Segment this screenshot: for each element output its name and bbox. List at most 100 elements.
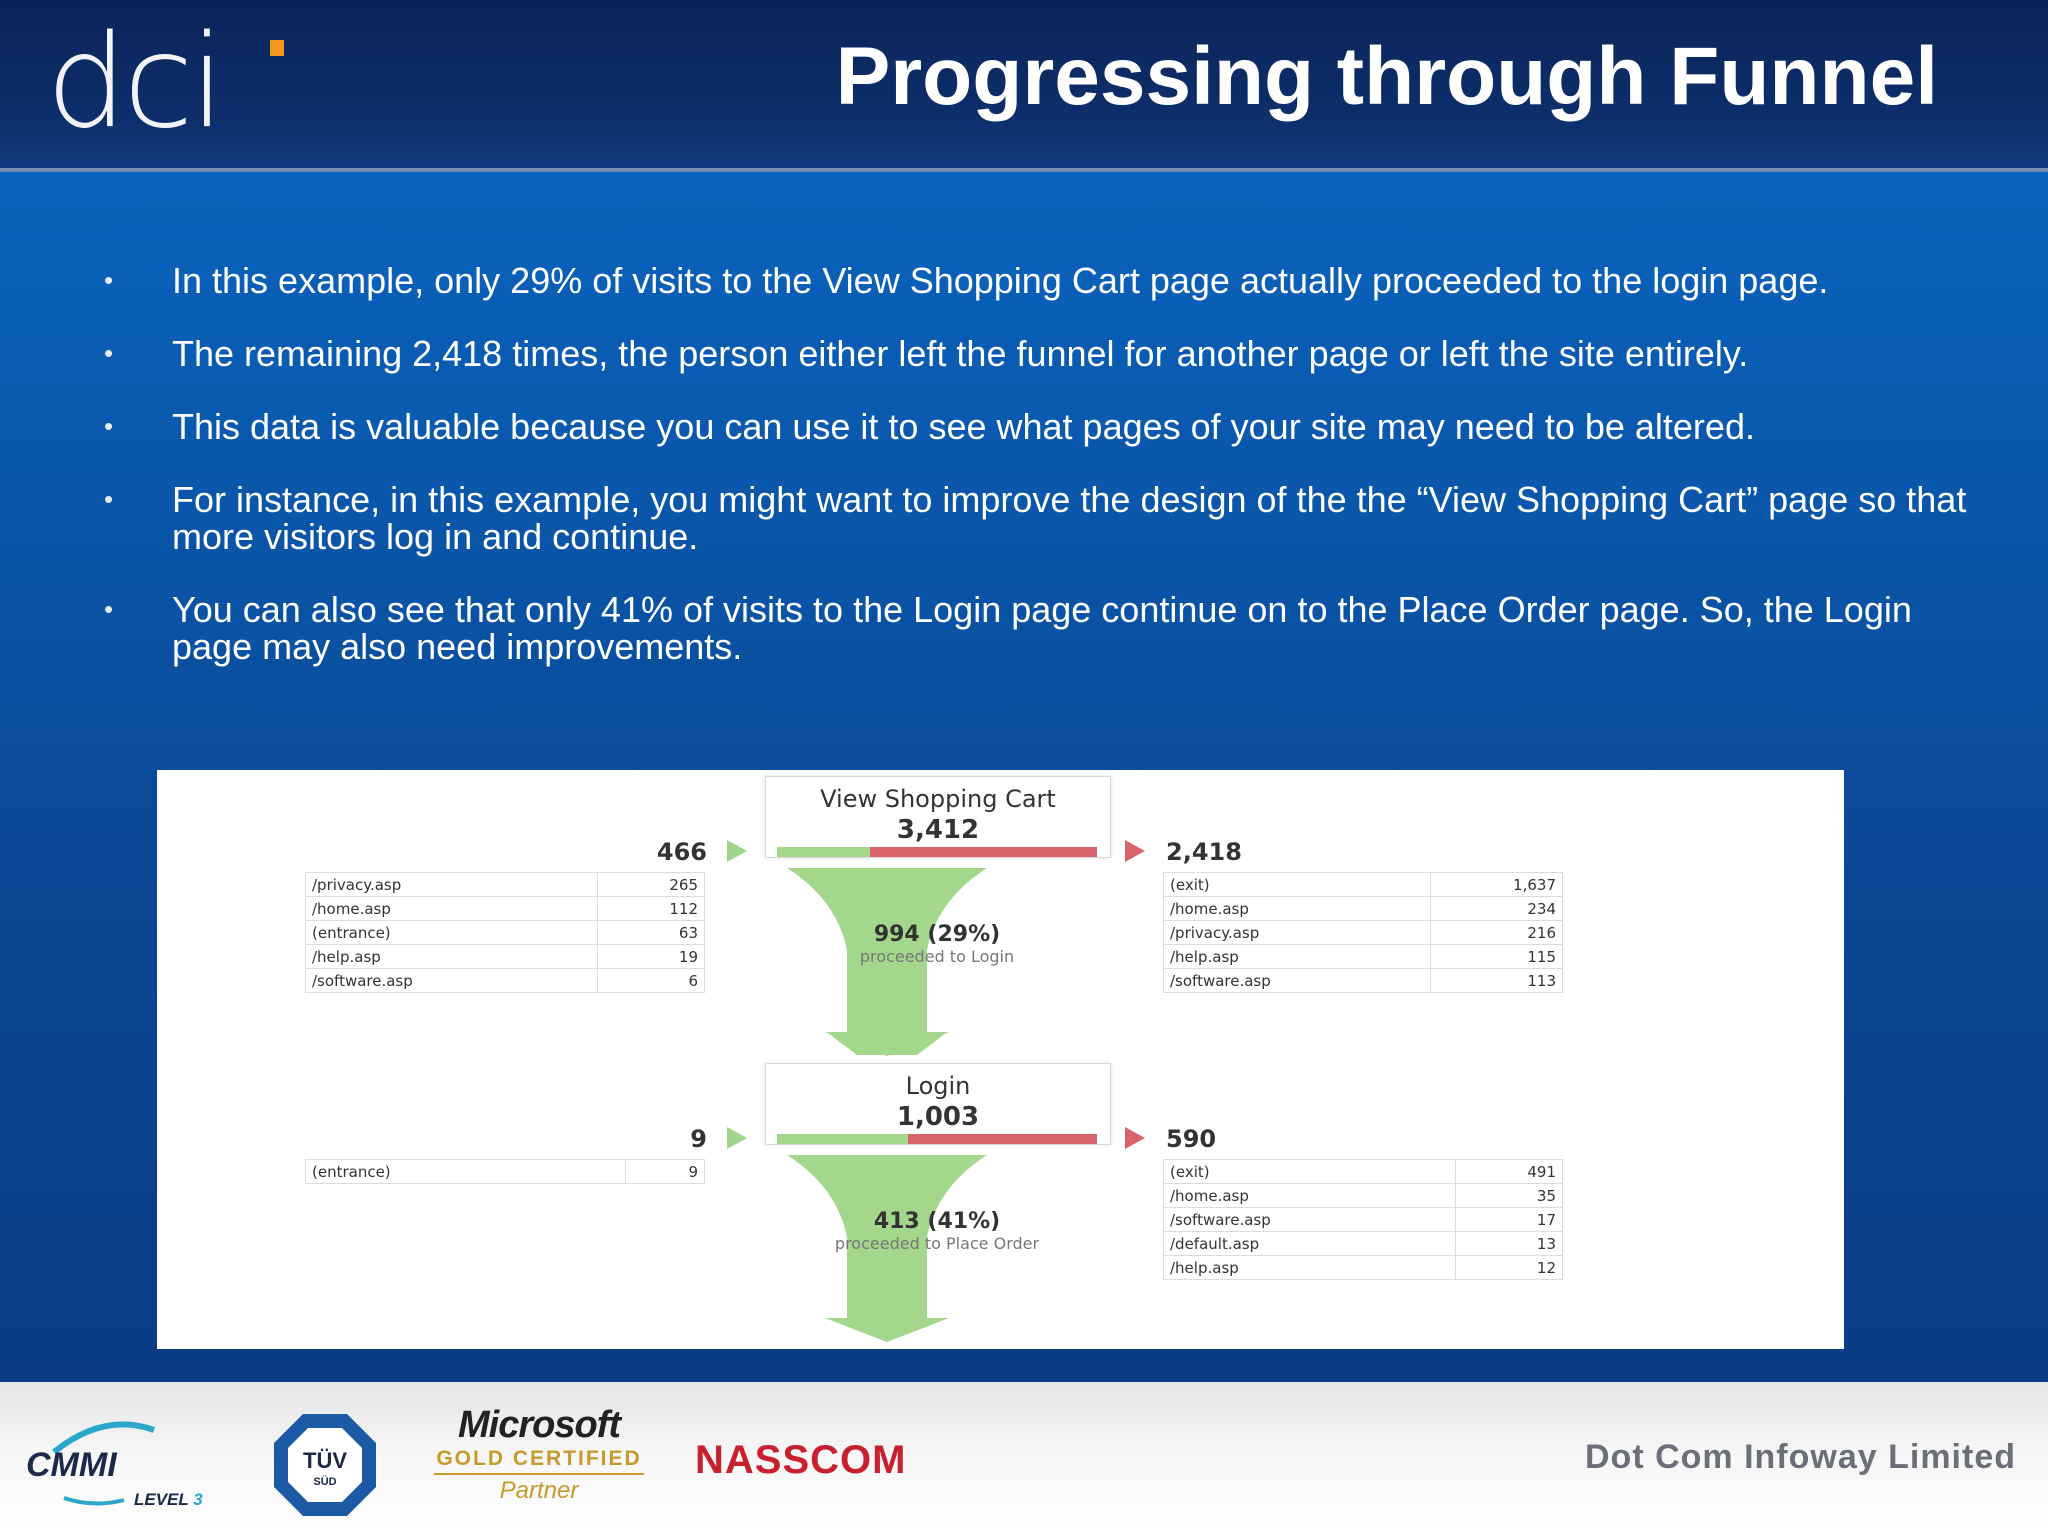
proceed-count: 994 (29%): [873, 922, 1001, 947]
exit-page: /help.asp: [1162, 944, 1432, 969]
bullet-text: In this example, only 29% of visits to t…: [172, 260, 1829, 301]
stage-name: Login: [905, 1072, 971, 1100]
source-page: (entrance): [304, 920, 599, 945]
exits-count: 590: [1166, 1125, 1217, 1153]
cmmi-level-label: LEVEL: [134, 1490, 189, 1509]
funnel-visualization: View Shopping Cart 3,412 466 2,418 /priv…: [157, 770, 1844, 1349]
exit-page: /privacy.asp: [1162, 920, 1432, 945]
table-row: (exit) 1,637: [1162, 872, 1563, 897]
exit-page: /software.asp: [1162, 968, 1432, 993]
bullet-text: For instance, in this example, you might…: [172, 479, 1967, 557]
ms-partner: Partner: [499, 1477, 579, 1504]
exit-page: /default.asp: [1162, 1231, 1457, 1256]
exits-table: (exit) 1,637 /home.asp 234 /privacy.asp 216…: [1162, 872, 1563, 993]
exit-value: 35: [1455, 1183, 1563, 1208]
table-row: /privacy.asp 216: [1162, 920, 1563, 945]
microsoft-partner-logo: Microsoft GOLD CERTIFIED Partner: [434, 1404, 644, 1505]
table-row: /default.asp 13: [1162, 1231, 1563, 1256]
stage-count: 3,412: [896, 815, 980, 845]
exit-value: 12: [1455, 1255, 1563, 1280]
exit-value: 113: [1430, 968, 1563, 993]
ms-gold-certified: GOLD CERTIFIED: [434, 1447, 644, 1475]
table-row: (exit) 491: [1162, 1159, 1563, 1184]
funnel-arrowhead-2: [825, 1318, 949, 1342]
table-row: /software.asp 6: [304, 968, 705, 993]
table-row: (entrance) 9: [304, 1159, 705, 1184]
bullet-dot: •: [104, 338, 114, 368]
nasscom-logo: NASSCOM: [695, 1438, 907, 1482]
dci-logo: dci: [46, 18, 296, 148]
source-value: 6: [597, 968, 705, 993]
source-value: 9: [625, 1159, 705, 1184]
bullet-item: • This data is valuable because you can u…: [100, 408, 1980, 445]
slide-header: dci Progressing through Funnel: [0, 0, 2048, 172]
entrances-count: 466: [656, 838, 707, 866]
bullet-dot: •: [104, 594, 114, 624]
cmmi-text: CMMI: [26, 1446, 117, 1484]
exit-arrow-icon: [1125, 1127, 1145, 1149]
stage-proceed-bar: [777, 1134, 908, 1144]
cmmi-level-number: 3: [193, 1490, 203, 1509]
stage-box-view-shopping-cart: View Shopping Cart 3,412: [765, 776, 1111, 858]
proceed-count: 413 (41%): [873, 1209, 1001, 1234]
source-value: 19: [597, 944, 705, 969]
stage-box-login: Login 1,003: [765, 1063, 1111, 1145]
exit-page: (exit): [1162, 1159, 1457, 1184]
logo-text-i: i: [189, 8, 226, 157]
stage-exit-bar: [908, 1134, 1097, 1144]
source-page: /home.asp: [304, 896, 599, 921]
bullet-dot: •: [104, 265, 114, 295]
entrance-arrow-icon: [727, 1127, 747, 1149]
cmmi-level: LEVEL 3: [134, 1490, 203, 1510]
sources-table: (entrance) 9: [304, 1159, 705, 1184]
tuv-octagon-icon: TÜV SÜD: [274, 1414, 376, 1516]
source-page: /help.asp: [304, 944, 599, 969]
exit-value: 234: [1430, 896, 1563, 921]
exit-page: (exit): [1162, 872, 1432, 897]
proceed-label: 413 (41%) proceeded to Place Order: [807, 1209, 1067, 1253]
exits-table: (exit) 491 /home.asp 35 /software.asp 17 /d…: [1162, 1159, 1563, 1280]
exit-page: /software.asp: [1162, 1207, 1457, 1232]
table-row: /home.asp 234: [1162, 896, 1563, 921]
slide-footer: CMMI LEVEL 3 TÜV SÜD Microsoft GOLD CERT…: [0, 1382, 2048, 1535]
table-row: /privacy.asp 265: [304, 872, 705, 897]
exit-page: /help.asp: [1162, 1255, 1457, 1280]
table-row: /home.asp 112: [304, 896, 705, 921]
exit-value: 1,637: [1430, 872, 1563, 897]
source-page: (entrance): [304, 1159, 627, 1184]
exit-value: 216: [1430, 920, 1563, 945]
table-row: /help.asp 12: [1162, 1255, 1563, 1280]
exits-count: 2,418: [1166, 838, 1242, 866]
tuv-sub-text: SÜD: [313, 1475, 336, 1488]
cmmi-swoosh-icon: [52, 1421, 156, 1506]
table-row: /help.asp 115: [1162, 944, 1563, 969]
exit-value: 115: [1430, 944, 1563, 969]
table-row: /software.asp 113: [1162, 968, 1563, 993]
source-value: 112: [597, 896, 705, 921]
stage-name: View Shopping Cart: [820, 785, 1056, 813]
company-name: Dot Com Infoway Limited: [1585, 1438, 2016, 1476]
exit-value: 17: [1455, 1207, 1563, 1232]
entrance-arrow-icon: [727, 840, 747, 862]
source-page: /privacy.asp: [304, 872, 599, 897]
bullet-item: • For instance, in this example, you migh…: [100, 481, 1980, 555]
funnel-arrowhead-1: [825, 1032, 949, 1056]
source-value: 63: [597, 920, 705, 945]
exit-page: /home.asp: [1162, 1183, 1457, 1208]
bullet-item: • The remaining 2,418 times, the person e…: [100, 335, 1980, 372]
table-row: /help.asp 19: [304, 944, 705, 969]
table-row: /home.asp 35: [1162, 1183, 1563, 1208]
funnel-connectors: [787, 868, 987, 1342]
bullet-text: This data is valuable because you can us…: [172, 406, 1755, 447]
proceed-description: proceeded to Place Order: [834, 1234, 1040, 1253]
bullet-text: You can also see that only 41% of visits…: [172, 589, 1912, 667]
bullet-text: The remaining 2,418 times, the person ei…: [172, 333, 1749, 374]
entrances-count: 9: [690, 1125, 707, 1153]
stage-count: 1,003: [896, 1102, 980, 1132]
bullet-item: • You can also see that only 41% of visit…: [100, 591, 1980, 665]
logo-text: dc: [46, 8, 194, 157]
slide-title: Progressing through Funnel: [835, 31, 1938, 122]
sources-table: /privacy.asp 265 /home.asp 112 (entrance) 6…: [304, 872, 705, 993]
exit-arrow-icon: [1125, 840, 1145, 862]
proceed-description: proceeded to Login: [859, 947, 1015, 966]
